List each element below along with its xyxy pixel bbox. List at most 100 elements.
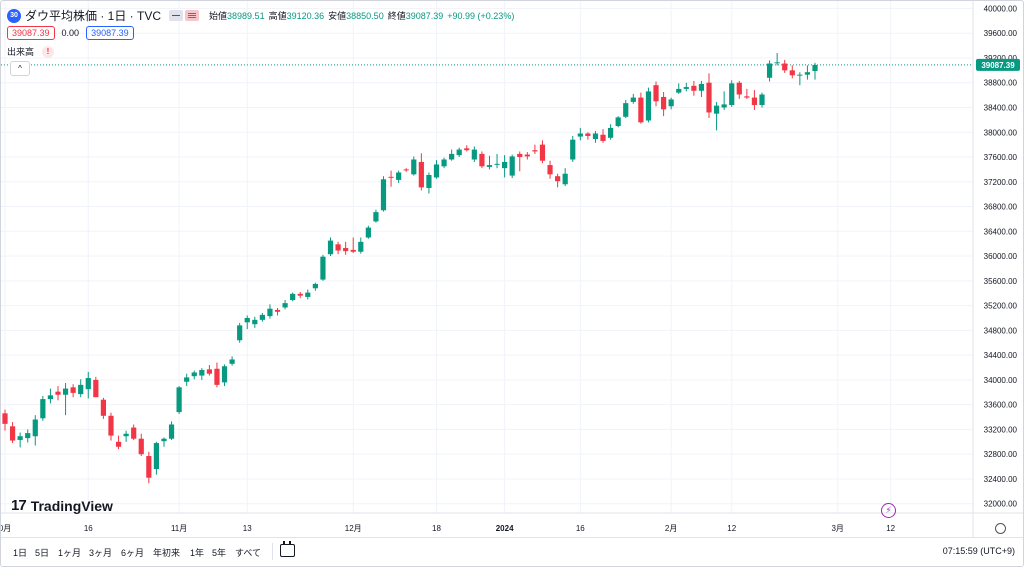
candle-body[interactable]	[138, 438, 144, 455]
candle-body[interactable]	[471, 149, 477, 160]
candle-body[interactable]	[267, 308, 273, 317]
candle-body[interactable]	[78, 384, 84, 395]
candle-body[interactable]	[161, 438, 167, 442]
candle-body[interactable]	[797, 74, 803, 76]
collapse-legend-button[interactable]: ^	[10, 61, 30, 76]
candle-body[interactable]	[373, 212, 379, 222]
candle-body[interactable]	[25, 433, 31, 439]
candle-body[interactable]	[32, 419, 38, 437]
candle-body[interactable]	[146, 456, 152, 478]
candle-body[interactable]	[426, 174, 432, 188]
candle-body[interactable]	[517, 153, 523, 158]
candle-body[interactable]	[615, 117, 621, 127]
candle-body[interactable]	[706, 82, 712, 113]
candle-body[interactable]	[645, 91, 652, 121]
candle-body[interactable]	[62, 388, 69, 395]
candle-body[interactable]	[532, 150, 538, 152]
candle-body[interactable]	[766, 63, 773, 78]
candle-body[interactable]	[259, 314, 265, 320]
lightning-icon[interactable]: ⚡	[881, 503, 896, 518]
candle-body[interactable]	[721, 104, 727, 108]
symbol-icon[interactable]: 30	[7, 8, 21, 23]
range-all[interactable]: すべて	[235, 548, 262, 558]
candle-body[interactable]	[570, 139, 576, 160]
range-5y[interactable]: 5年	[212, 548, 227, 558]
candle-body[interactable]	[812, 64, 818, 71]
candle-body[interactable]	[55, 391, 61, 395]
volume-indicator[interactable]: 出来高 !	[7, 45, 55, 58]
candle-body[interactable]	[131, 427, 137, 439]
candle-body[interactable]	[608, 127, 614, 138]
candle-body[interactable]	[630, 97, 636, 102]
candle-body[interactable]	[191, 372, 197, 377]
candle-body[interactable]	[683, 87, 689, 89]
warning-icon[interactable]: !	[42, 45, 55, 58]
candle-body[interactable]	[668, 99, 674, 107]
candle-body[interactable]	[176, 387, 182, 413]
candle-body[interactable]	[70, 387, 76, 393]
candle-body[interactable]	[274, 309, 281, 312]
candle-body[interactable]	[524, 154, 530, 157]
candle-body[interactable]	[441, 159, 447, 167]
candle-body[interactable]	[290, 293, 296, 301]
candle-body[interactable]	[343, 248, 349, 252]
candle-body[interactable]	[168, 424, 175, 439]
range-1d[interactable]: 1日	[13, 548, 28, 558]
candle-body[interactable]	[327, 240, 334, 255]
candle-body[interactable]	[9, 426, 16, 441]
sell-button[interactable]: 39087.39	[7, 26, 55, 40]
candle-body[interactable]	[585, 133, 591, 136]
candle-body[interactable]	[676, 88, 682, 93]
range-5d[interactable]: 5日	[35, 548, 50, 558]
candle-body[interactable]	[539, 144, 546, 161]
candle-body[interactable]	[509, 156, 515, 176]
gear-icon[interactable]	[995, 523, 1006, 534]
candle-body[interactable]	[237, 325, 243, 341]
candle-body[interactable]	[396, 172, 402, 180]
candle-body[interactable]	[592, 133, 599, 140]
minimize-icon[interactable]	[169, 10, 184, 21]
candle-body[interactable]	[206, 369, 212, 374]
candle-body[interactable]	[244, 317, 250, 323]
candle-body[interactable]	[403, 169, 409, 171]
candle-body[interactable]	[653, 85, 659, 102]
candle-body[interactable]	[380, 179, 387, 211]
candle-body[interactable]	[562, 173, 568, 185]
candle-body[interactable]	[312, 283, 318, 289]
candle-body[interactable]	[93, 379, 99, 398]
candle-body[interactable]	[691, 85, 697, 91]
buy-button[interactable]: 39087.39	[86, 26, 134, 40]
candle-body[interactable]	[782, 63, 788, 71]
clock-readout[interactable]: 07:15:59 (UTC+9)	[942, 546, 1015, 556]
candle-body[interactable]	[759, 94, 765, 106]
candle-body[interactable]	[774, 62, 780, 64]
range-3m[interactable]: 3ヶ月	[89, 548, 113, 558]
range-1m[interactable]: 1ヶ月	[58, 548, 82, 558]
candle-body[interactable]	[85, 378, 91, 390]
candle-body[interactable]	[252, 319, 258, 325]
candle-body[interactable]	[199, 369, 205, 376]
calendar-icon[interactable]	[280, 541, 295, 557]
candle-body[interactable]	[547, 165, 553, 175]
tradingview-logo[interactable]: 17 TradingView	[11, 497, 113, 514]
candle-body[interactable]	[736, 82, 742, 95]
candle-body[interactable]	[365, 227, 371, 238]
candle-body[interactable]	[350, 249, 356, 252]
candle-body[interactable]	[153, 443, 159, 470]
candle-body[interactable]	[229, 359, 235, 364]
candle-body[interactable]	[320, 256, 326, 280]
range-6m[interactable]: 6ヶ月	[121, 548, 145, 558]
candle-body[interactable]	[577, 133, 583, 137]
market-status-icon[interactable]	[185, 10, 200, 21]
candle-body[interactable]	[729, 83, 735, 106]
candle-body[interactable]	[108, 415, 114, 436]
candle-body[interactable]	[100, 399, 107, 416]
candle-body[interactable]	[358, 241, 364, 252]
candle-body[interactable]	[804, 72, 811, 75]
candle-body[interactable]	[221, 366, 228, 383]
candle-body[interactable]	[297, 293, 303, 296]
candle-body[interactable]	[751, 97, 758, 106]
candle-body[interactable]	[184, 377, 190, 382]
candle-body[interactable]	[502, 161, 508, 169]
candle-body[interactable]	[40, 399, 46, 419]
